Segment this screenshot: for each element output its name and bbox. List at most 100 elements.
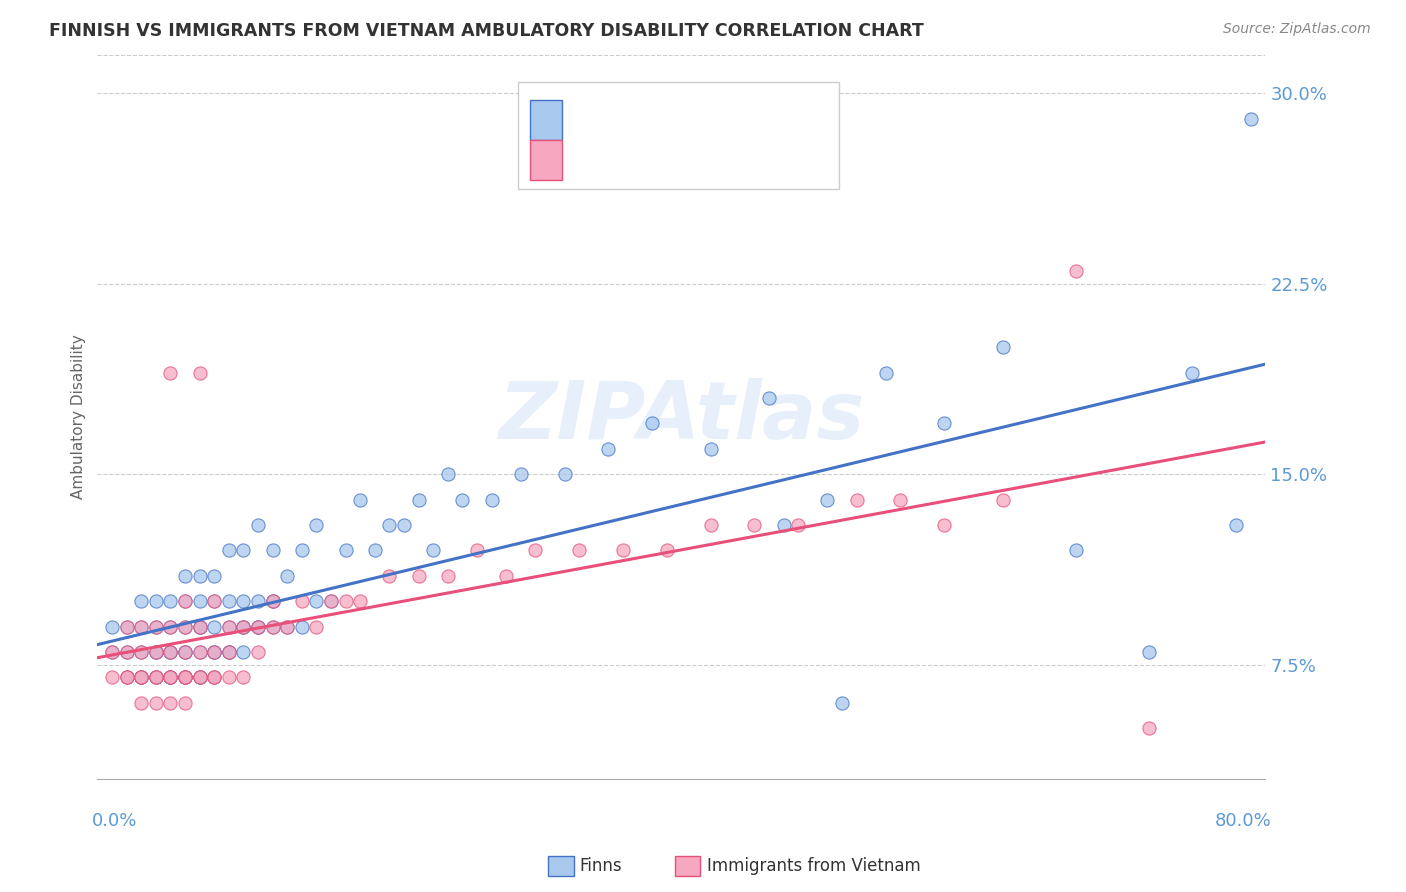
Point (129, 696, 152, 710)
Point (174, 620, 197, 634)
Point (145, 670, 167, 684)
Text: N = 94: N = 94 (717, 112, 785, 129)
Point (305, 594, 328, 608)
Point (612, 543, 634, 558)
Point (436, 569, 458, 583)
Point (495, 569, 517, 583)
Point (1240, 112, 1263, 126)
Point (991, 340, 1014, 354)
Point (174, 670, 197, 684)
Point (305, 518, 328, 533)
Point (159, 594, 181, 608)
Point (246, 620, 269, 634)
Point (934, 518, 956, 533)
Point (889, 492, 911, 507)
Point (335, 594, 357, 608)
Point (218, 645, 240, 659)
Point (159, 670, 181, 684)
Text: Source: ZipAtlas.com: Source: ZipAtlas.com (1223, 22, 1371, 37)
Point (349, 594, 371, 608)
Point (202, 645, 225, 659)
Point (218, 645, 240, 659)
Point (145, 670, 167, 684)
Text: R = 0.491: R = 0.491 (576, 151, 666, 169)
Point (232, 620, 254, 634)
Point (145, 696, 167, 710)
Point (845, 492, 868, 507)
Point (218, 543, 240, 558)
Point (218, 645, 240, 659)
Text: 80.0%: 80.0% (1215, 812, 1271, 830)
Point (202, 594, 225, 608)
Point (202, 594, 225, 608)
Point (188, 620, 211, 634)
Point (509, 467, 531, 482)
Point (115, 620, 138, 634)
Point (101, 645, 124, 659)
Point (699, 442, 721, 456)
Point (101, 620, 124, 634)
Point (875, 366, 897, 380)
Point (129, 594, 152, 608)
Point (232, 594, 254, 608)
Point (262, 594, 284, 608)
Point (392, 518, 415, 533)
Point (481, 492, 503, 507)
Point (129, 620, 152, 634)
Point (232, 620, 254, 634)
Point (232, 645, 254, 659)
Text: ZIPAtlas: ZIPAtlas (498, 378, 865, 456)
Point (554, 467, 576, 482)
Point (291, 620, 314, 634)
Point (101, 670, 124, 684)
Point (262, 594, 284, 608)
Text: R = 0.262: R = 0.262 (576, 112, 666, 129)
Point (319, 594, 342, 608)
Point (1064, 264, 1087, 278)
Point (246, 645, 269, 659)
Point (159, 366, 181, 380)
Point (276, 569, 298, 583)
Point (276, 620, 298, 634)
Point (115, 620, 138, 634)
FancyBboxPatch shape (517, 82, 839, 189)
Point (174, 670, 197, 684)
Point (568, 543, 591, 558)
Point (188, 670, 211, 684)
Point (787, 518, 810, 533)
Point (598, 442, 620, 456)
Point (1064, 543, 1087, 558)
Point (335, 543, 357, 558)
Point (218, 670, 240, 684)
Point (188, 645, 211, 659)
Point (174, 645, 197, 659)
Point (115, 670, 138, 684)
Point (174, 645, 197, 659)
Point (772, 518, 794, 533)
Point (262, 620, 284, 634)
Point (145, 594, 167, 608)
Point (159, 670, 181, 684)
Point (159, 670, 181, 684)
Point (524, 543, 547, 558)
Point (174, 670, 197, 684)
Point (202, 569, 225, 583)
Point (145, 645, 167, 659)
Point (202, 670, 225, 684)
Point (145, 670, 167, 684)
Point (408, 492, 430, 507)
Point (188, 670, 211, 684)
Point (817, 492, 839, 507)
Point (145, 670, 167, 684)
Point (436, 467, 458, 482)
Point (262, 594, 284, 608)
Point (129, 670, 152, 684)
Point (364, 543, 387, 558)
Point (991, 492, 1014, 507)
Point (291, 543, 314, 558)
Point (276, 620, 298, 634)
Y-axis label: Ambulatory Disability: Ambulatory Disability (72, 334, 86, 500)
Point (174, 569, 197, 583)
Point (262, 543, 284, 558)
Text: 0.0%: 0.0% (91, 812, 136, 830)
